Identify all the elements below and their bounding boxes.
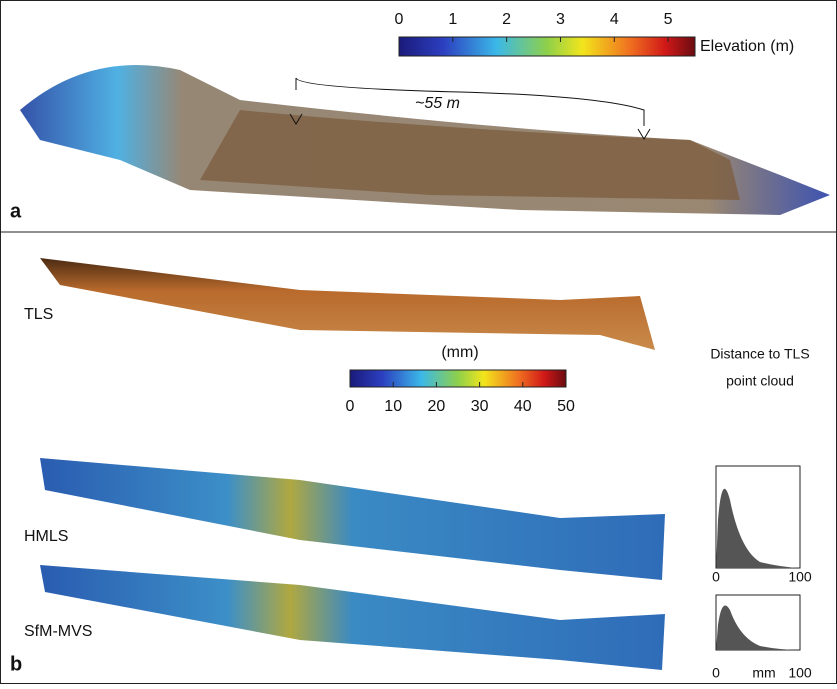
colorbar xyxy=(399,37,695,56)
tick-label: 4 xyxy=(610,11,619,28)
histogram-shape xyxy=(716,489,800,568)
tls-cloud xyxy=(40,258,655,350)
histogram-xlabel: mm xyxy=(752,665,775,681)
annotation: ~55 m xyxy=(415,95,460,112)
tick-label: 1 xyxy=(448,11,457,28)
row-label: TLS xyxy=(24,306,53,323)
tick-label: 0 xyxy=(712,665,720,681)
colorbar-title: Elevation (m) xyxy=(700,38,794,55)
tick-label: 40 xyxy=(514,398,532,415)
tick-label: 100 xyxy=(788,665,812,681)
tick-label: 5 xyxy=(664,11,673,28)
row-label: SfM-MVS xyxy=(24,623,92,640)
tick-label: 0 xyxy=(395,11,404,28)
tick-label: 2 xyxy=(502,11,511,28)
panel-label: b xyxy=(10,653,22,675)
histogram-shape xyxy=(716,605,800,650)
colorbar xyxy=(350,370,566,387)
tick-label: 50 xyxy=(557,398,575,415)
sfm-cloud xyxy=(40,565,665,670)
colorbar-title: (mm) xyxy=(441,344,478,361)
panel-label: a xyxy=(10,200,22,222)
tick-label: 10 xyxy=(384,398,402,415)
histogram-title: point cloud xyxy=(726,373,794,389)
row-label: HMLS xyxy=(24,528,68,545)
hmls-cloud xyxy=(40,458,665,580)
tick-label: 30 xyxy=(471,398,489,415)
tick-label: 0 xyxy=(712,569,720,585)
histogram-title: Distance to TLS xyxy=(710,346,809,362)
tick-label: 20 xyxy=(428,398,446,415)
tick-label: 100 xyxy=(788,569,812,585)
figure: ~55 m Elevation (m) a TLS HMLS SfM-MVS b… xyxy=(0,0,837,684)
tick-label: 0 xyxy=(346,398,355,415)
tick-label: 3 xyxy=(556,11,565,28)
